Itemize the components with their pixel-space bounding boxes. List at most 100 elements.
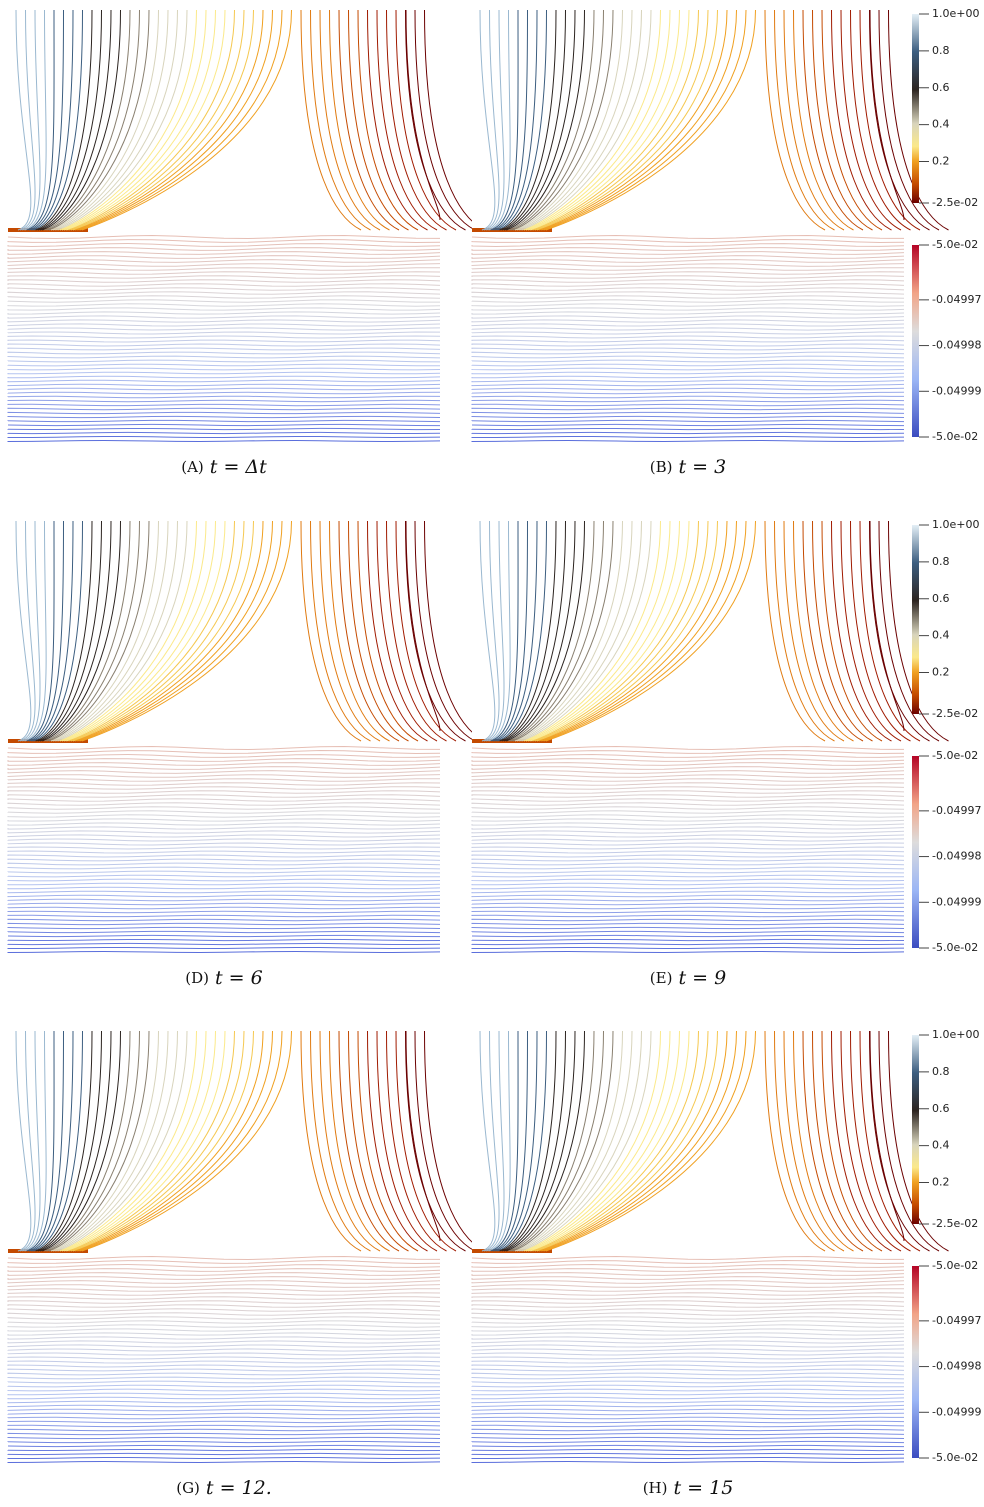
colorbar-tick-label: 0.2	[932, 1176, 950, 1189]
contour-line	[541, 520, 737, 742]
colorbar-tick-label: -2.5e-02	[932, 1217, 978, 1230]
contour-line	[536, 9, 718, 231]
contour-line	[471, 1276, 905, 1280]
contour-line	[869, 520, 905, 732]
contour-line	[7, 834, 441, 838]
contour-line	[471, 251, 905, 255]
contour-line	[774, 1030, 835, 1252]
contour-line	[405, 9, 441, 221]
contour-line	[42, 520, 121, 742]
contour-line	[7, 263, 441, 267]
contour-line	[7, 745, 441, 751]
contour-line	[7, 1292, 441, 1296]
contour-line	[471, 770, 905, 774]
contour-line	[532, 520, 699, 742]
contour-line	[7, 882, 441, 886]
contour-line	[338, 1030, 400, 1252]
contour-line	[7, 335, 441, 339]
contour-line	[471, 862, 905, 866]
contour-line	[471, 1368, 905, 1372]
colorbar-tick-label: -0.04999	[932, 384, 981, 397]
contour-line	[7, 363, 440, 367]
contour-line	[490, 9, 519, 231]
contour-line	[395, 1030, 457, 1252]
contour-line	[386, 1030, 447, 1252]
contour-line	[802, 9, 864, 231]
contour-line	[7, 1255, 441, 1261]
contour-line	[471, 1392, 905, 1396]
contour-line	[878, 1030, 940, 1252]
colorbar-tick-label: -0.04998	[932, 339, 981, 352]
contour-line	[471, 395, 905, 399]
contour-line	[821, 9, 883, 231]
contour-line	[70, 1030, 245, 1252]
contour-line	[471, 363, 904, 367]
contour-line	[530, 1030, 690, 1252]
contour-line	[471, 323, 905, 327]
contour-line	[512, 1030, 614, 1252]
contour-line	[471, 303, 905, 307]
contour-line	[471, 930, 905, 934]
contour-line	[7, 307, 441, 311]
contour-line	[7, 1280, 441, 1284]
contour-line	[471, 790, 905, 794]
contour-line	[521, 9, 652, 231]
contour-line	[488, 1030, 511, 1252]
colorbar	[912, 1266, 919, 1458]
contour-line	[471, 1272, 905, 1276]
contour-line	[310, 9, 371, 231]
contour-line	[510, 1030, 604, 1252]
contour-line	[812, 1030, 873, 1252]
contour-line	[490, 1030, 519, 1252]
contour-line	[46, 9, 140, 231]
contour-line	[471, 1396, 905, 1400]
contour-line	[514, 520, 623, 742]
contour-line	[7, 1360, 441, 1364]
contour-line	[545, 520, 756, 742]
contour-line	[319, 520, 381, 742]
contour-line	[329, 9, 390, 231]
contour-line	[81, 1030, 292, 1252]
contour-line	[7, 391, 441, 395]
contour-line	[7, 375, 441, 379]
contour-line	[39, 520, 112, 742]
contour-line	[471, 1320, 904, 1324]
contour-line	[55, 1030, 178, 1252]
contour-line	[7, 798, 441, 802]
contour-line	[471, 1268, 905, 1272]
contour-line	[831, 520, 892, 742]
contour-line	[471, 1352, 905, 1356]
contour-line	[497, 1030, 547, 1252]
contour-line	[70, 9, 245, 231]
contour-line	[859, 520, 921, 742]
contour-line	[7, 1444, 441, 1448]
contour-line	[471, 375, 905, 379]
contour-line	[7, 251, 441, 255]
contour-line	[31, 1030, 74, 1252]
contour-line	[35, 9, 93, 231]
panel: (G) t = 12.	[7, 1030, 485, 1499]
contour-line	[72, 1030, 254, 1252]
contour-line	[479, 9, 496, 231]
contour-line	[24, 520, 47, 742]
contour-line	[471, 343, 905, 347]
contour-line	[471, 271, 905, 275]
contour-line	[764, 9, 826, 231]
contour-line	[376, 520, 438, 742]
contour-line	[7, 1376, 441, 1380]
contour-line	[471, 753, 905, 759]
contour-line	[7, 947, 441, 950]
contour-line	[42, 9, 121, 231]
contour-line	[348, 520, 409, 742]
contour-line	[888, 9, 949, 231]
contour-line	[7, 351, 441, 355]
contour-line	[7, 403, 441, 407]
contour-line	[495, 9, 538, 231]
contour-line	[471, 1344, 905, 1348]
contour-line	[37, 1030, 102, 1252]
contour-line	[7, 854, 441, 858]
contour-line	[764, 1030, 826, 1252]
contour-line	[7, 311, 441, 315]
colorbar-tick-label: -5.0e-02	[932, 749, 978, 762]
contour-line	[33, 9, 83, 231]
